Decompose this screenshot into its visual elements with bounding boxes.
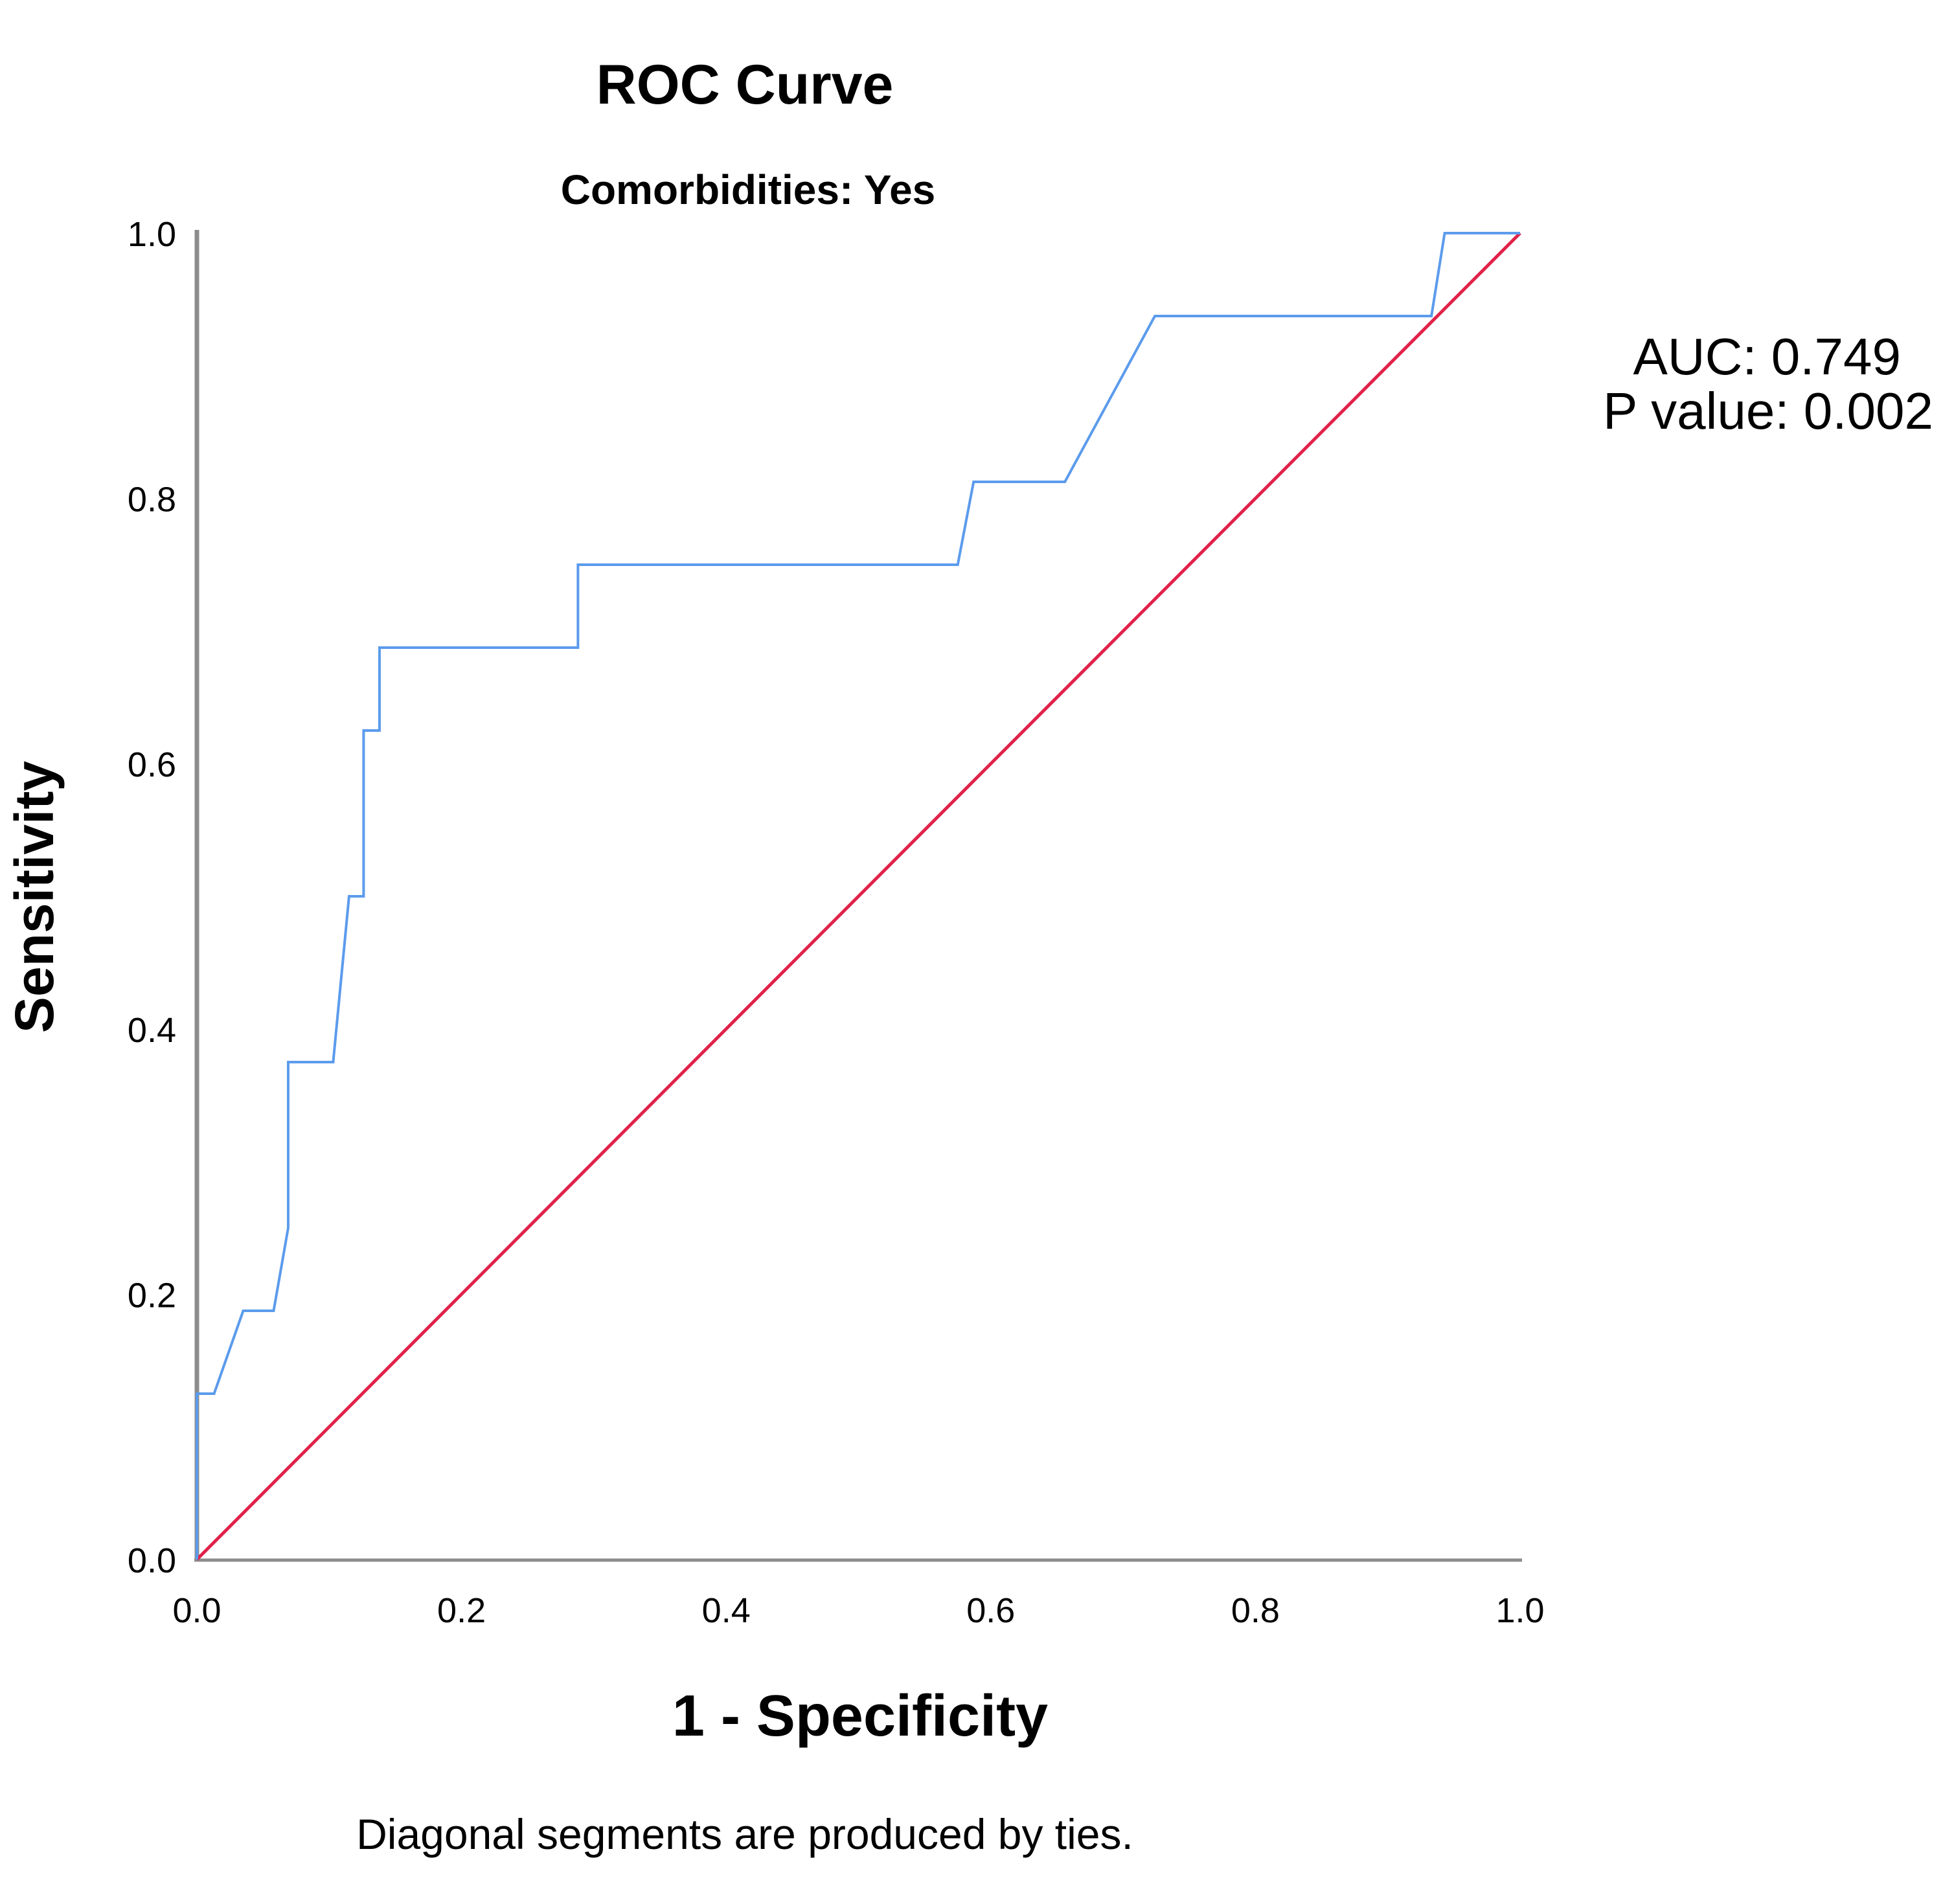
- x-tick-label: 0.6: [966, 1591, 1015, 1630]
- roc-curve-line: [196, 232, 1520, 1559]
- y-tick-label: 0.6: [128, 745, 176, 784]
- chart-title: ROC Curve: [597, 54, 894, 116]
- x-axis-label: 1 - Specificity: [672, 1684, 1048, 1749]
- footnote: Diagonal segments are produced by ties.: [356, 1810, 1133, 1858]
- y-tick-label: 0.0: [128, 1541, 176, 1580]
- x-tick-label: 0.0: [172, 1591, 221, 1630]
- p-value-annotation: P value: 0.002: [1603, 382, 1933, 440]
- reference-diagonal-line: [196, 232, 1521, 1561]
- y-tick-label: 1.0: [128, 215, 176, 254]
- y-tick-label: 0.4: [128, 1011, 176, 1050]
- y-tick-label: 0.8: [128, 481, 176, 519]
- x-tick-label: 1.0: [1495, 1591, 1544, 1630]
- x-tick-label: 0.8: [1231, 1591, 1280, 1630]
- x-tick-label: 0.4: [702, 1591, 751, 1630]
- y-tick-label: 0.2: [128, 1276, 176, 1315]
- x-tick-label: 0.2: [437, 1591, 486, 1630]
- auc-annotation: AUC: 0.749: [1633, 328, 1901, 385]
- y-axis-label: Sensitivity: [4, 761, 65, 1033]
- chart-subtitle: Comorbidities: Yes: [561, 166, 936, 213]
